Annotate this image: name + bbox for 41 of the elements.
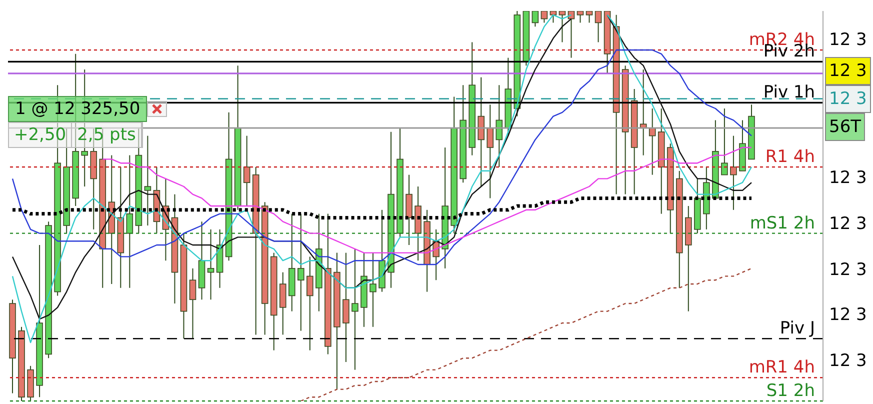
text: 12 3 <box>825 85 871 114</box>
candlestick <box>243 135 250 206</box>
ref-line-label: Piv J <box>780 318 815 339</box>
ref-line-label: S1 2h <box>766 381 815 401</box>
candlestick <box>478 76 485 187</box>
annotation: 1 @ 12 325,50 <box>8 96 148 122</box>
candlestick <box>730 135 737 210</box>
candlestick <box>532 11 539 28</box>
candlestick <box>297 213 304 332</box>
candlestick <box>207 228 214 300</box>
candlestick <box>342 252 350 362</box>
candlestick <box>586 11 593 24</box>
ref-line-label: mR1 4h <box>748 358 815 378</box>
candlestick <box>558 11 566 43</box>
ref-line-label: R1 4h <box>765 147 815 167</box>
text: 12 3 <box>825 56 871 85</box>
text: 12 3 <box>829 166 867 189</box>
text: 12 3 <box>829 304 867 326</box>
ref-line-label: mS1 2h <box>750 213 815 234</box>
candlestick <box>406 174 412 246</box>
candlestick <box>279 272 286 336</box>
candlestick <box>721 108 728 176</box>
candlestick <box>189 268 196 340</box>
candlestick <box>126 154 134 288</box>
annotation: +2,50 <box>9 123 72 147</box>
candlestick <box>576 11 584 24</box>
candlestick <box>486 104 494 199</box>
candlestick <box>594 11 602 43</box>
text: 12 3 <box>829 29 867 52</box>
candlestick <box>144 135 152 226</box>
annotation: 2,5 pts <box>72 123 142 147</box>
candlestick <box>306 256 314 351</box>
candlestick <box>352 248 358 370</box>
candlestick <box>370 252 376 328</box>
text: 12 3 <box>829 258 867 281</box>
text: 12 3 <box>829 350 867 372</box>
ref-line-label: Piv 1h <box>763 82 815 103</box>
candlestick <box>550 11 557 24</box>
text: 12 3 <box>829 212 867 235</box>
candlestick <box>540 11 548 24</box>
text: 56T <box>825 112 866 141</box>
